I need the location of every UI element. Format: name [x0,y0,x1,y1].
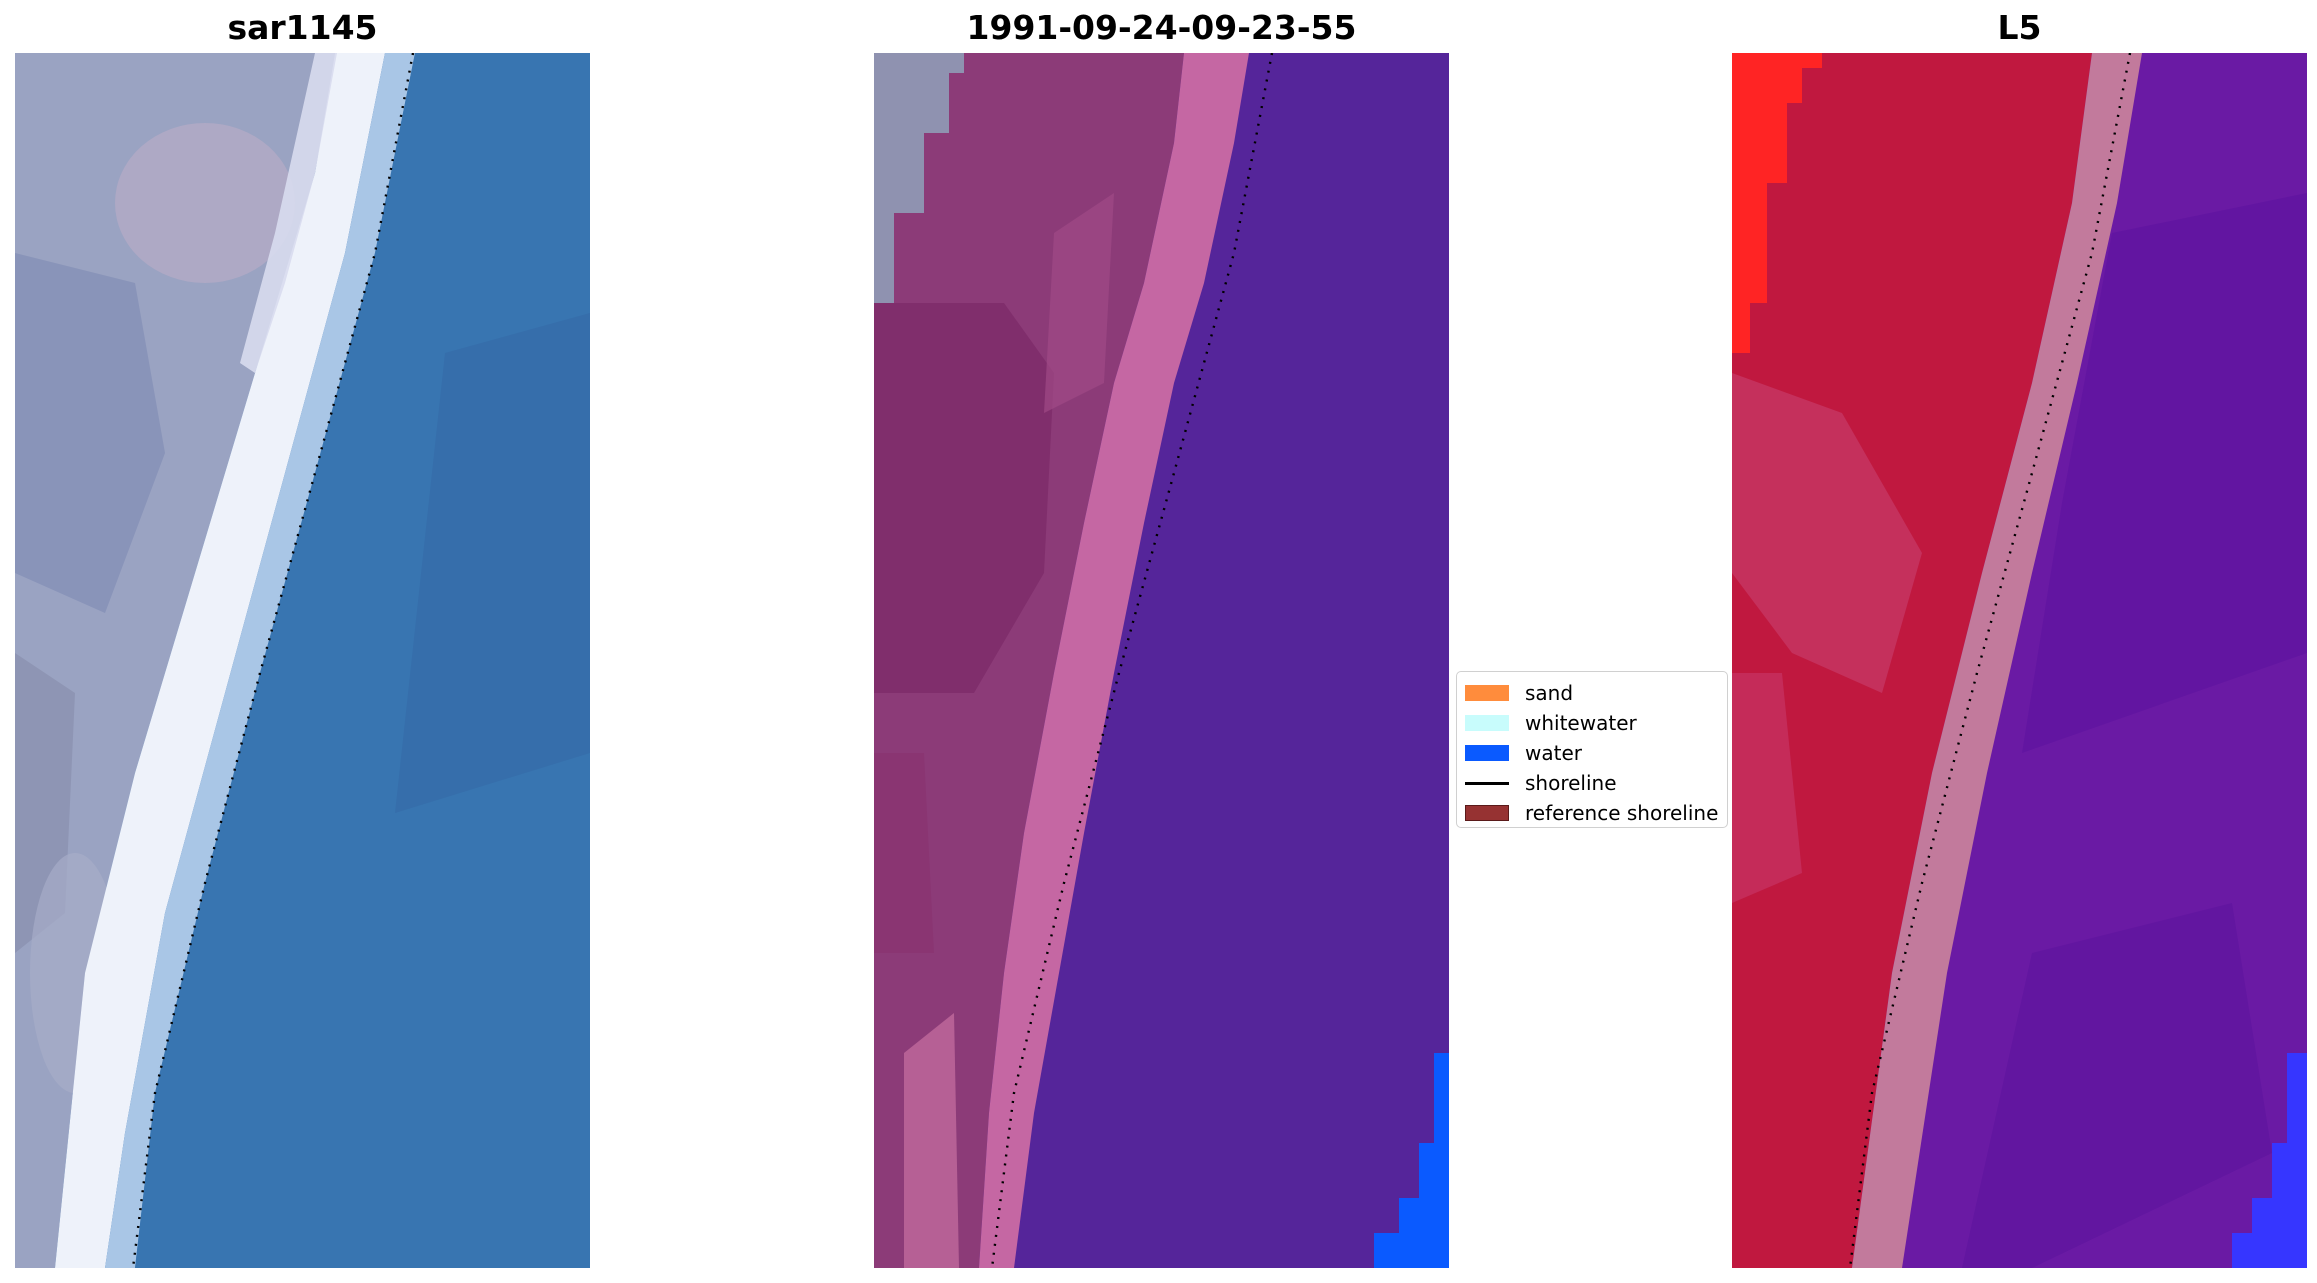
legend: sand whitewater water shoreline referenc… [1456,671,1728,828]
classified-image [874,53,1449,1268]
legend-label: reference shoreline [1525,801,1719,825]
panel-title-classified: 1991-09-24-09-23-55 [966,8,1357,47]
legend-item-sand: sand [1465,678,1727,708]
legend-label: water [1525,741,1582,765]
legend-item-water: water [1465,738,1727,768]
legend-line-shoreline [1465,781,1509,785]
legend-label: whitewater [1525,711,1637,735]
legend-swatch-whitewater [1465,715,1509,731]
rgb-image [15,53,590,1268]
legend-label: sand [1525,681,1574,705]
mndwi-image-panel [1732,53,2307,1268]
legend-item-whitewater: whitewater [1465,708,1727,738]
panel-title-mndwi: L5 [1997,8,2042,47]
legend-swatch-water [1465,745,1509,761]
legend-swatch-sand [1465,685,1509,701]
classified-image-panel [874,53,1449,1268]
rgb-image-panel [15,53,590,1268]
panel-title-rgb: sar1145 [227,8,378,47]
legend-item-shoreline: shoreline [1465,768,1727,798]
legend-item-reference-shoreline: reference shoreline [1465,798,1727,828]
legend-swatch-reference-shoreline [1465,805,1509,821]
legend-label: shoreline [1525,771,1617,795]
mndwi-image [1732,53,2307,1268]
